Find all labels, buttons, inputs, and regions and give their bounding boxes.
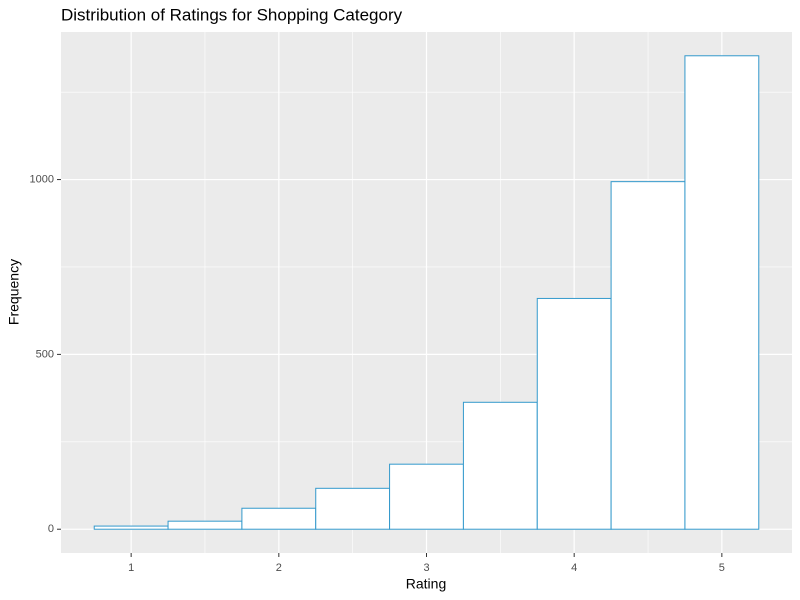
- bar: [389, 463, 464, 530]
- bar: [462, 401, 538, 530]
- x-tick-label: 1: [128, 562, 134, 574]
- bar: [610, 181, 686, 530]
- bar: [167, 520, 243, 530]
- y-tick-label: 1000: [30, 173, 54, 185]
- y-tick-label: 500: [36, 348, 54, 360]
- bar: [93, 525, 169, 530]
- y-axis-label: Frequency: [6, 259, 22, 325]
- bar: [536, 297, 612, 530]
- x-tick-label: 3: [423, 562, 429, 574]
- bar: [684, 55, 760, 530]
- x-tick-label: 2: [276, 562, 282, 574]
- x-tick-label: 5: [719, 562, 725, 574]
- chart-title: Distribution of Ratings for Shopping Cat…: [61, 5, 403, 24]
- x-tick-label: 4: [571, 562, 577, 574]
- bar: [241, 507, 317, 530]
- y-tick-label: 0: [48, 523, 54, 535]
- x-axis-label: Rating: [406, 576, 446, 592]
- bar: [315, 487, 391, 530]
